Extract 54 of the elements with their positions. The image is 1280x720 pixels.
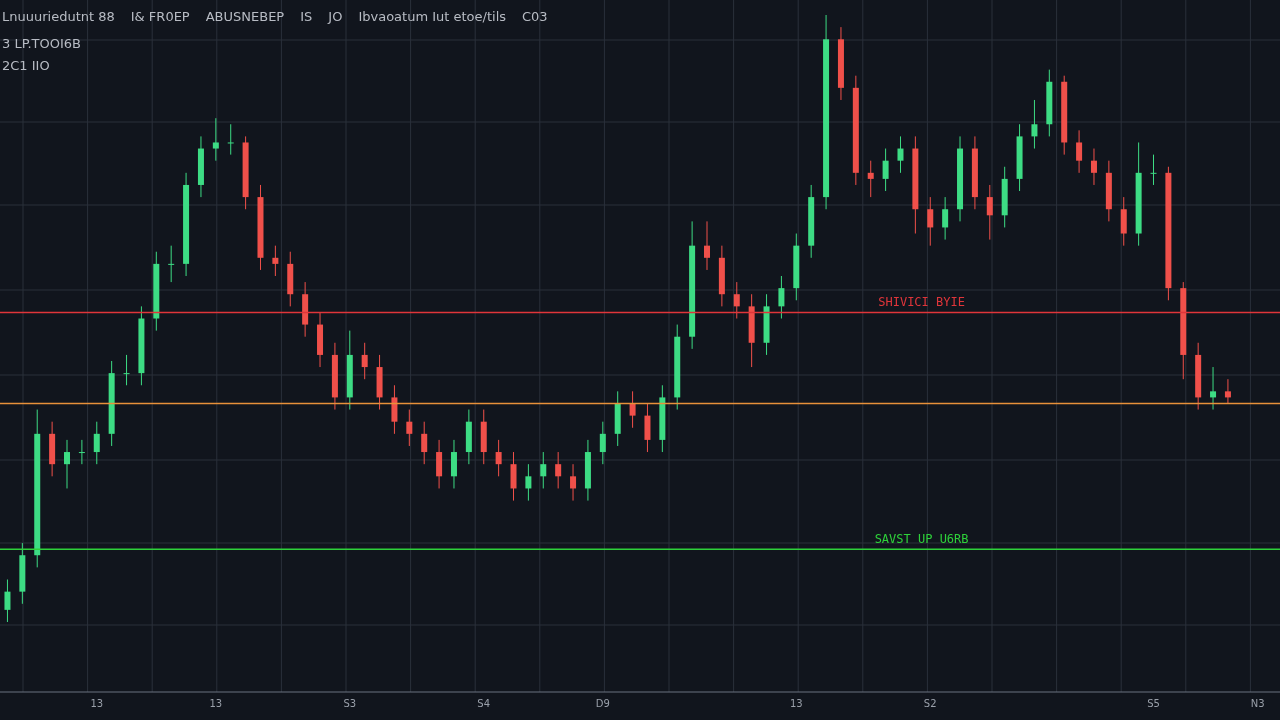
candlestick [986,184,993,241]
candlestick [1210,366,1217,411]
candlestick [123,354,130,386]
x-tick-label: S5 [1147,698,1160,710]
annotation: C03 [522,9,548,24]
candlestick [867,160,874,198]
ref-line-label: SAVST UP U6RB [874,532,969,547]
candlestick [942,196,949,241]
x-tick-label: D9 [595,698,610,710]
candlestick [1150,154,1157,186]
candlestick [927,196,934,247]
candlestick [525,463,532,502]
annotation: ABUSNEBEP [205,9,285,24]
candlestick [272,245,279,277]
x-tick-label: 13 [209,698,223,710]
candlestick [1224,378,1231,404]
candlestick [1076,129,1083,174]
candlestick [540,451,547,489]
annotation: 3 LP.TOOI6B [2,36,82,51]
x-tick-label: N3 [1250,698,1265,710]
candlestick [1031,99,1038,150]
x-tick-label: S3 [343,698,357,710]
candlestick [227,123,234,156]
candlestick [93,421,100,465]
candlestick [168,245,175,283]
x-tick-label: 13 [789,698,803,710]
candlestick [555,451,562,489]
candlestick [733,281,740,319]
x-tick-label: S4 [477,698,491,710]
candlestick [78,439,85,465]
candlestick [421,421,428,465]
candlestick [4,579,11,622]
candlestick [406,409,413,447]
annotation: Ibvaoatum Iut etoe/tils [358,9,507,24]
annotation: IS [300,9,313,24]
candlestick [64,439,70,489]
candlestick [495,439,502,477]
annotation: 2C1 IIO [2,58,50,73]
candlestick [629,390,636,429]
annotation: I& FR0EP [130,9,190,24]
annotation: JO [328,9,343,24]
candlestick [704,220,710,271]
candlestick [361,342,368,380]
candlestick [778,275,785,319]
x-tick-label: 13 [90,698,104,710]
x-tick-label: S2 [923,698,937,710]
candlestick [1090,148,1097,186]
candlestick [882,148,889,192]
candlestick [599,421,606,465]
candlestick [212,117,219,162]
chart-title: Lnuuuriedutnt 88 [2,9,115,24]
ref-line-label: SHIVICI BYIE [878,295,965,310]
candlestick [570,463,577,502]
candlestick [897,135,904,174]
